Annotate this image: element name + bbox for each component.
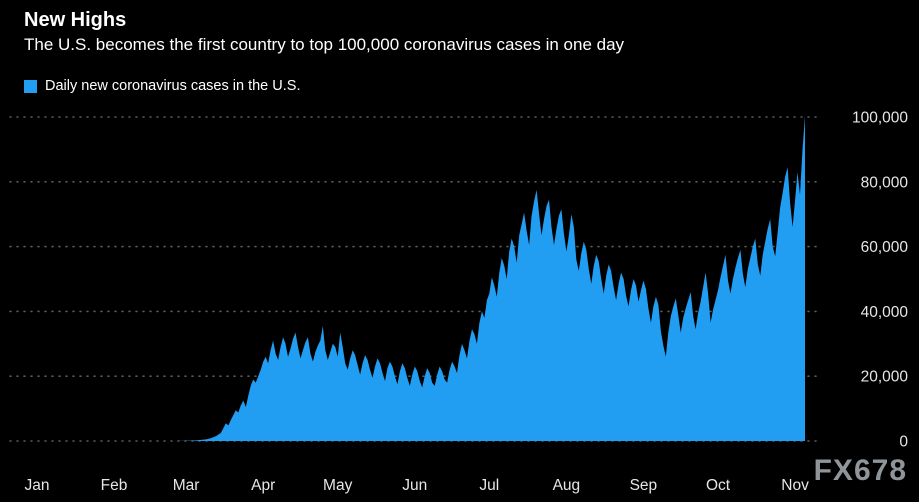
x-tick-label: Sep	[630, 477, 658, 494]
x-tick-label: Jan	[25, 477, 50, 494]
chart-subtitle: The U.S. becomes the first country to to…	[24, 35, 625, 54]
x-tick-label: Nov	[781, 477, 809, 494]
watermark: FX678	[813, 454, 907, 487]
x-tick-label: Oct	[706, 477, 731, 494]
x-tick-label: Apr	[251, 477, 275, 494]
legend-swatch	[24, 79, 37, 93]
legend: Daily new coronavirus cases in the U.S.	[24, 78, 300, 94]
y-tick-label: 60,000	[861, 239, 909, 256]
x-tick-label: Aug	[553, 477, 581, 494]
y-tick-label: 0	[899, 434, 908, 451]
y-tick-label: 20,000	[861, 369, 909, 386]
legend-label: Daily new coronavirus cases in the U.S.	[45, 78, 301, 94]
x-tick-label: Jul	[479, 477, 499, 494]
y-tick-label: 100,000	[852, 110, 908, 127]
y-tick-label: 40,000	[861, 304, 909, 321]
x-tick-label: Feb	[101, 477, 128, 494]
y-tick-label: 80,000	[861, 174, 909, 191]
x-tick-label: May	[323, 477, 353, 494]
x-tick-label: Mar	[173, 477, 200, 494]
chart-title: New Highs	[24, 9, 127, 31]
x-tick-label: Jun	[402, 477, 427, 494]
area-series	[37, 116, 805, 441]
